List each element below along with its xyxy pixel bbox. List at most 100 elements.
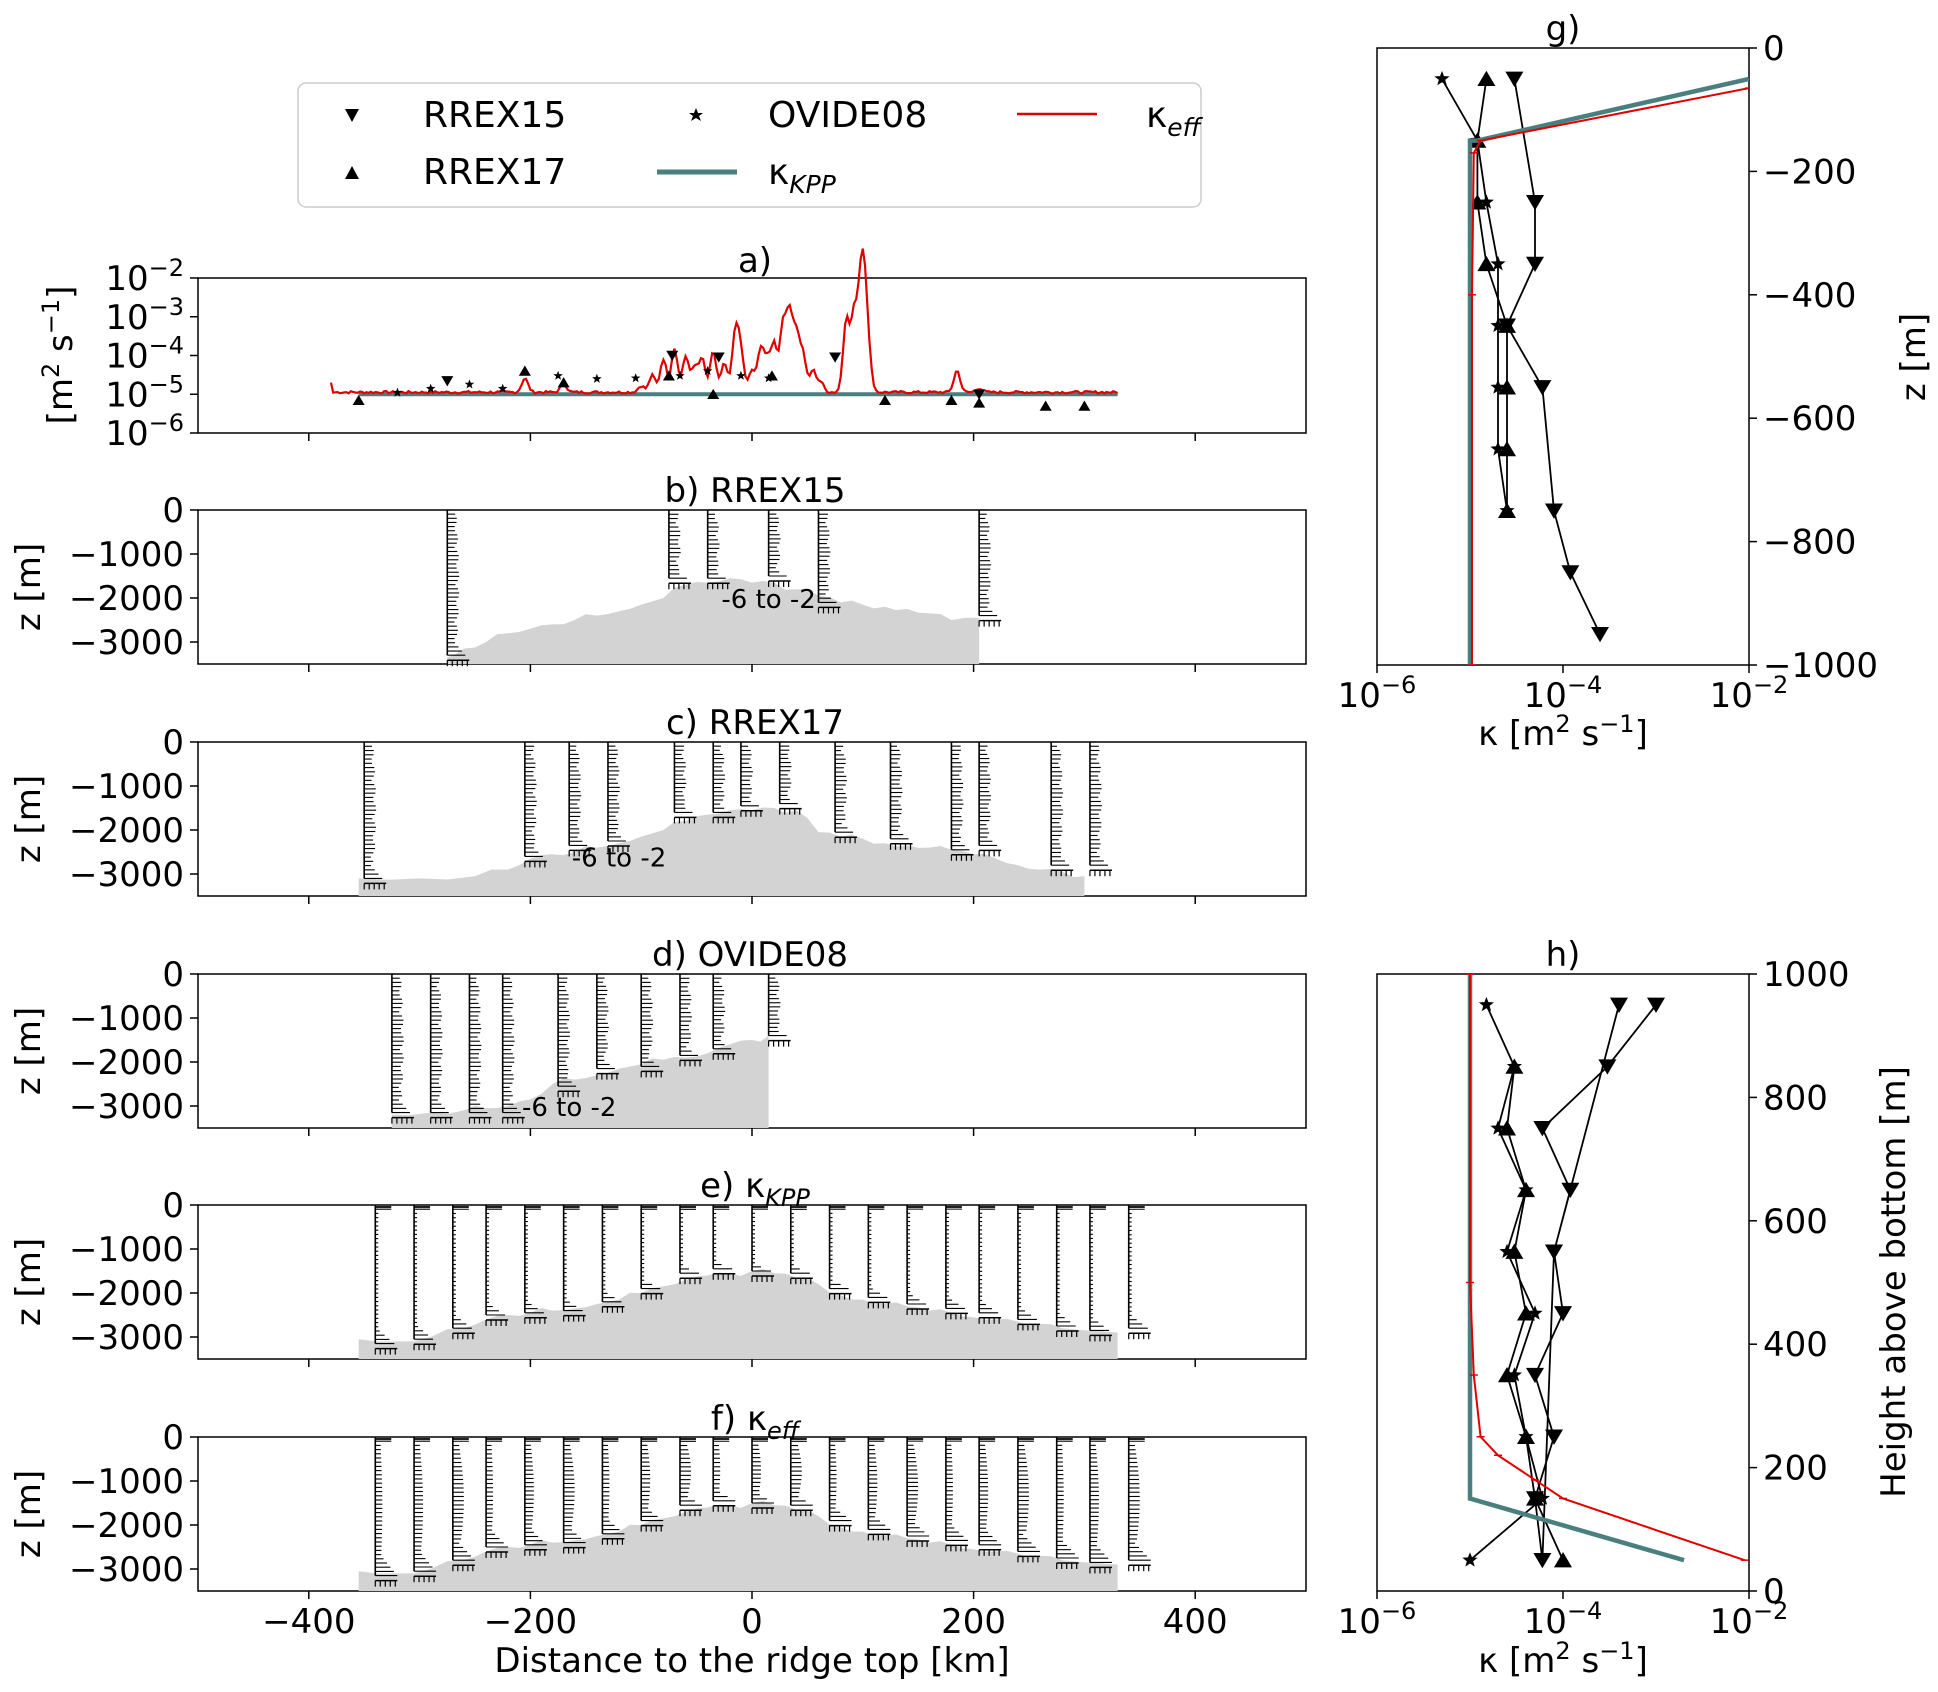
panel-b-station-profile: [767, 509, 791, 587]
panel-a-yticks: 10−210−310−410−510−6: [105, 254, 1196, 454]
panel-f-marks: [358, 1436, 1151, 1591]
panel-e-marks: [358, 1204, 1151, 1359]
panel-e-ytick-label: −3000: [69, 1318, 184, 1358]
panel-h-rrex15-marker: [1533, 1552, 1552, 1569]
panel-f-yticks: 0−1000−2000−3000: [69, 1418, 1196, 1599]
panel-g-kkpp-line: [1467, 76, 1749, 665]
panel-d-station-profile: [679, 973, 702, 1067]
legend-item-rrex15: RREX15: [345, 95, 566, 136]
panel-c-bathymetry: [358, 807, 1085, 896]
panel-g-ytick-label: −400: [1763, 276, 1856, 316]
panel-b-station-profile: [446, 509, 470, 667]
panel-c-station-profile: [524, 741, 547, 868]
panel-e-station-profile: [562, 1204, 586, 1322]
panel-h-ticks: 0 200 400 600 800 1000 10−6 10−4 10−2: [1338, 955, 1850, 1642]
panel-h-rrex15-marker: [1561, 1182, 1580, 1199]
panel-g-rrex15-marker: [1526, 195, 1545, 211]
panel-g-xtick-label: 10−4: [1524, 671, 1603, 716]
panel-d-ytick-label: 0: [162, 955, 184, 995]
panel-g-rrex15-marker: [1526, 256, 1545, 273]
panel-g-xtick-label: 10−2: [1710, 671, 1789, 716]
panel-c-ylabel: z [m]: [9, 775, 49, 863]
panel-h-title: h): [1546, 935, 1581, 975]
panel-f-station-profile: [562, 1436, 586, 1554]
panel-f-station-profile: [374, 1436, 398, 1587]
panel-g-ovide08-marker: [1478, 194, 1494, 209]
panel-e-station-profile: [1055, 1204, 1079, 1337]
panel-a: a) 10−210−310−410−510−6 [m2 s−1]: [37, 241, 1307, 454]
panel-b-ytick-label: 0: [162, 491, 184, 531]
panel-e-station-profile: [1089, 1204, 1112, 1342]
panel-c: c) RREX17 z [m] 0−1000−2000−3000 -6 to -…: [9, 703, 1307, 904]
panel-d-ytick-label: −2000: [69, 1043, 184, 1083]
panel-h-ovide08-marker: [1518, 1428, 1534, 1444]
panel-c-station-profile: [889, 741, 913, 850]
panel-a-ovide08-marker: [630, 373, 641, 383]
panel-a-rrex17-marker: [878, 394, 891, 406]
panel-h-rrex17-marker: [1516, 1305, 1535, 1321]
panel-h-rrex15-marker: [1554, 1306, 1572, 1322]
panel-g-ovide08-marker: [1490, 441, 1506, 456]
panel-a-rrex17-marker: [518, 365, 531, 376]
panel-b-marks: -6 to -2: [446, 509, 1002, 667]
panel-e-station-profile: [867, 1204, 891, 1309]
panel-h-ytick-label: 600: [1763, 1202, 1828, 1242]
panel-f-station-profile: [789, 1436, 813, 1517]
panel-e-station-profile: [413, 1204, 437, 1351]
panel-f-xtick-label: 400: [1163, 1602, 1228, 1642]
panel-d-marks: -6 to -2: [391, 973, 791, 1128]
panel-e-station-profile: [601, 1204, 625, 1313]
panel-h-ovide08-marker: [1462, 1552, 1478, 1567]
panel-g-rrex17-line: [1476, 78, 1508, 511]
panel-g-ytick-label: −200: [1763, 152, 1856, 192]
panel-b-ytick-label: −2000: [69, 579, 184, 619]
panel-a-marks: [329, 248, 1119, 411]
panel-f-xticks: −400 −200 0 200 400: [262, 1602, 1228, 1642]
panel-f-station-profile: [945, 1436, 968, 1552]
panel-h-ovide08-line: [1469, 1004, 1544, 1561]
legend-marker-triangle-down: [345, 109, 359, 122]
panel-h-plot-area: [1462, 974, 1749, 1569]
panel-g-xtick-label: 10−6: [1338, 671, 1417, 716]
panel-g-ovide08-marker: [1490, 379, 1506, 394]
panel-e-station-profile: [712, 1204, 736, 1280]
panel-a-rrex17-marker: [707, 388, 720, 400]
panel-f-station-profile: [1127, 1436, 1151, 1572]
panel-h-rrex17-marker: [1498, 1120, 1517, 1136]
panel-c-station-profile: [712, 741, 736, 824]
panel-e-ytick-label: −2000: [69, 1274, 184, 1314]
panel-g-ovide08-line: [1441, 78, 1508, 511]
panel-c-marks: -6 to -2: [358, 741, 1112, 896]
panel-f-station-profile: [1055, 1436, 1079, 1569]
panel-h-rrex15-marker: [1544, 1429, 1563, 1445]
legend-item-ovide08: OVIDE08: [689, 95, 927, 136]
panel-h-ytick-label: 0: [1763, 1572, 1785, 1612]
panel-g-ylabel: z [m]: [1894, 313, 1934, 401]
legend: RREX15 OVIDE08 κeff RREX17 κKPP: [297, 82, 1204, 208]
panel-e-station-profile: [789, 1204, 813, 1285]
panel-h-rrex15-marker: [1533, 1121, 1552, 1137]
legend-item-keff: κeff: [1017, 95, 1204, 142]
panel-c-station-profile: [778, 741, 802, 815]
panel-c-station-profile: [1050, 741, 1074, 877]
panel-c-station-profile: [834, 741, 858, 844]
panel-c-station-profile: [363, 741, 387, 890]
panel-a-ovide08-marker: [425, 383, 436, 393]
panel-f-station-profile: [679, 1436, 702, 1517]
panel-h-xtick-label: 10−2: [1710, 1597, 1789, 1642]
panel-g-ovide08-marker: [1490, 317, 1506, 333]
panel-c-station-profile: [568, 741, 592, 857]
panel-a-ovide08-marker: [763, 373, 774, 383]
panel-f-ytick-label: 0: [162, 1418, 184, 1458]
panel-g-ytick-label: 0: [1763, 29, 1785, 69]
legend-item-rrex17: RREX17: [345, 152, 566, 193]
panel-g-ovide08-marker: [1499, 502, 1515, 518]
panel-a-rrex15-marker: [666, 350, 679, 361]
panel-f-station-profile: [978, 1436, 1002, 1556]
panel-g: g) 0 −200 −400 −600 −800 −1000 10−6 10−4 10−2 κ …: [1338, 9, 1934, 754]
panel-f-ytick-label: −1000: [69, 1462, 184, 1502]
panel-h-ytick-label: 1000: [1763, 955, 1850, 995]
panel-e-ylabel: z [m]: [9, 1238, 49, 1326]
panel-f-bathymetry: [358, 1500, 1118, 1591]
panel-g-ytick-label: −800: [1763, 523, 1856, 563]
